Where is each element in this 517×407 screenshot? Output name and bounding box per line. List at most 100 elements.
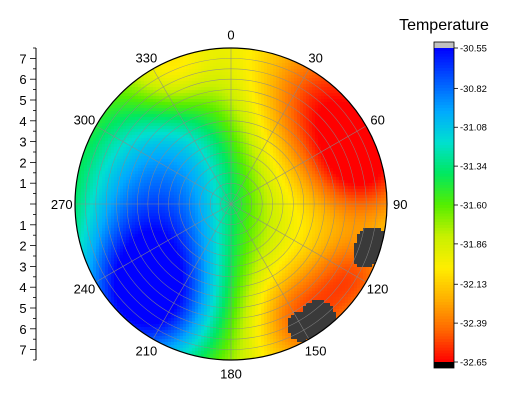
- field-cell: [249, 99, 253, 103]
- field-cell: [228, 69, 232, 73]
- field-cell: [363, 171, 367, 175]
- field-cell: [309, 216, 313, 220]
- field-cell: [183, 51, 187, 55]
- field-cell: [198, 78, 202, 82]
- field-cell: [222, 111, 226, 115]
- field-cell: [201, 72, 205, 76]
- field-cell: [336, 180, 340, 184]
- field-cell: [204, 183, 208, 187]
- field-cell: [237, 117, 241, 121]
- field-cell: [93, 192, 97, 196]
- field-cell: [333, 117, 337, 121]
- field-cell: [153, 201, 157, 205]
- field-cell: [150, 102, 154, 106]
- field-cell: [276, 162, 280, 166]
- field-cell: [246, 201, 250, 205]
- field-cell: [234, 138, 238, 142]
- field-cell: [219, 111, 223, 115]
- field-cell: [345, 126, 349, 130]
- field-cell: [255, 75, 259, 79]
- field-cell: [300, 189, 304, 193]
- field-cell: [309, 219, 313, 223]
- field-cell: [141, 135, 145, 139]
- field-cell: [219, 126, 223, 130]
- field-cell: [195, 141, 199, 145]
- field-cell: [243, 147, 247, 151]
- field-cell: [216, 177, 220, 181]
- field-cell: [84, 177, 88, 181]
- field-cell: [177, 159, 181, 163]
- field-cell: [165, 93, 169, 97]
- field-cell: [303, 198, 307, 202]
- field-cell: [294, 198, 298, 202]
- field-cell: [276, 99, 280, 103]
- field-cell: [324, 153, 328, 157]
- field-cell: [162, 93, 166, 97]
- field-cell: [201, 75, 205, 79]
- field-cell: [246, 180, 250, 184]
- field-cell: [297, 102, 301, 106]
- field-cell: [228, 81, 232, 85]
- field-cell: [105, 132, 109, 136]
- field-cell: [150, 189, 154, 193]
- field-cell: [234, 84, 238, 88]
- field-cell: [291, 141, 295, 145]
- field-cell: [93, 162, 97, 166]
- field-cell: [303, 69, 307, 73]
- field-cell: [360, 165, 364, 169]
- field-cell: [339, 96, 343, 100]
- field-cell: [78, 177, 82, 181]
- field-cell: [138, 81, 142, 85]
- field-cell: [180, 189, 184, 193]
- field-cell: [264, 87, 268, 91]
- field-cell: [132, 96, 136, 100]
- field-cell: [240, 96, 244, 100]
- field-cell: [93, 210, 97, 214]
- field-cell: [264, 120, 268, 124]
- field-cell: [276, 147, 280, 151]
- field-cell: [99, 132, 103, 136]
- field-cell: [111, 189, 115, 193]
- field-cell: [102, 183, 106, 187]
- field-cell: [273, 153, 277, 157]
- field-cell: [150, 111, 154, 115]
- field-cell: [171, 138, 175, 142]
- field-cell: [204, 168, 208, 172]
- field-cell: [273, 189, 277, 193]
- field-cell: [168, 219, 172, 223]
- field-cell: [204, 204, 208, 208]
- field-cell: [177, 105, 181, 109]
- field-cell: [186, 57, 190, 61]
- field-cell: [255, 219, 259, 223]
- field-cell: [294, 216, 298, 220]
- field-cell: [285, 114, 289, 118]
- field-cell: [99, 144, 103, 148]
- field-cell: [162, 129, 166, 133]
- field-cell: [234, 192, 238, 196]
- field-cell: [120, 207, 124, 211]
- field-cell: [270, 120, 274, 124]
- field-cell: [366, 213, 370, 217]
- field-cell: [324, 216, 328, 220]
- field-cell: [144, 198, 148, 202]
- field-cell: [153, 177, 157, 181]
- field-cell: [177, 177, 181, 181]
- field-cell: [264, 192, 268, 196]
- field-cell: [111, 141, 115, 145]
- field-cell: [234, 72, 238, 76]
- field-cell: [222, 126, 226, 130]
- field-cell: [171, 177, 175, 181]
- field-cell: [351, 111, 355, 115]
- field-cell: [165, 81, 169, 85]
- field-cell: [303, 108, 307, 112]
- field-cell: [366, 189, 370, 193]
- field-cell: [306, 108, 310, 112]
- field-cell: [108, 171, 112, 175]
- field-cell: [228, 90, 232, 94]
- field-cell: [96, 126, 100, 130]
- field-cell: [84, 180, 88, 184]
- field-cell: [237, 192, 241, 196]
- field-cell: [132, 189, 136, 193]
- field-cell: [210, 117, 214, 121]
- field-cell: [288, 192, 292, 196]
